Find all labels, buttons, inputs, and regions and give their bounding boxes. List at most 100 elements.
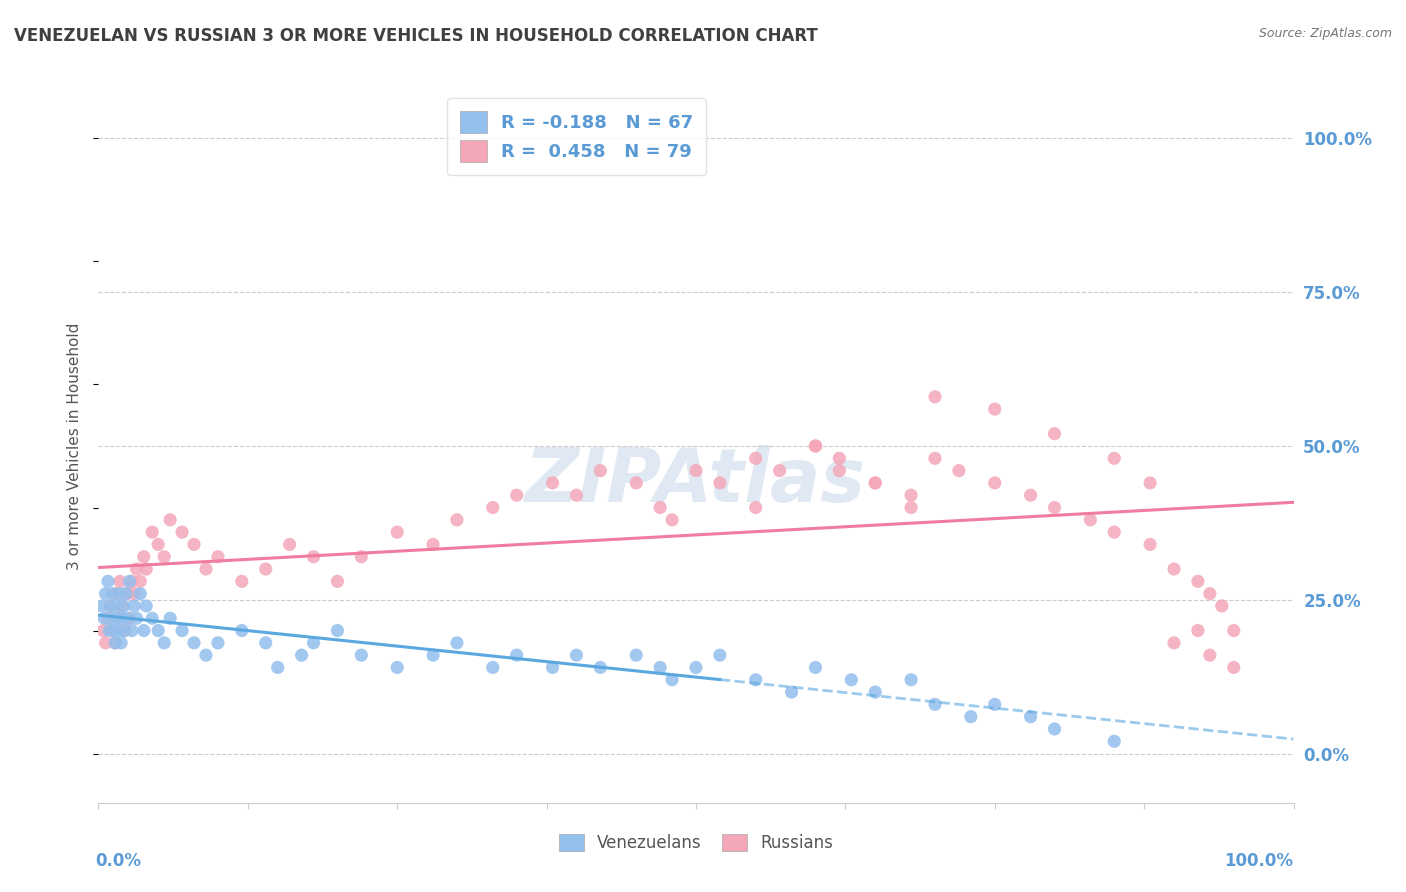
Point [135, 562, 157, 576]
Point [172, 525, 194, 540]
Point [117, 611, 139, 625]
Point [422, 537, 444, 551]
Point [422, 648, 444, 662]
Point [114, 624, 136, 638]
Point [804, 439, 827, 453]
Point [108, 587, 131, 601]
Point [589, 464, 612, 478]
Point [769, 464, 792, 478]
Point [865, 685, 887, 699]
Point [195, 562, 218, 576]
Point [506, 648, 529, 662]
Point [148, 537, 170, 551]
Point [865, 475, 887, 490]
Point [207, 549, 229, 564]
Point [125, 562, 148, 576]
Point [302, 549, 325, 564]
Point [685, 464, 707, 478]
Point [121, 624, 143, 638]
Point [183, 537, 205, 551]
Point [100, 611, 122, 625]
Point [98, 624, 121, 638]
Point [141, 525, 163, 540]
Point [1187, 574, 1209, 589]
Point [107, 624, 129, 638]
Point [159, 513, 181, 527]
Point [900, 488, 922, 502]
Point [900, 500, 922, 515]
Point [129, 574, 152, 589]
Point [804, 439, 827, 453]
Text: ZIPAtlas: ZIPAtlas [526, 445, 866, 518]
Point [94, 587, 117, 601]
Point [115, 587, 138, 601]
Point [114, 624, 136, 638]
Point [110, 636, 132, 650]
Point [984, 402, 1007, 417]
Point [132, 549, 155, 564]
Text: Source: ZipAtlas.com: Source: ZipAtlas.com [1258, 27, 1392, 40]
Point [267, 660, 290, 674]
Point [326, 574, 349, 589]
Point [924, 698, 946, 712]
Point [924, 451, 946, 466]
Point [115, 587, 138, 601]
Point [104, 636, 127, 650]
Point [1104, 525, 1126, 540]
Point [1019, 709, 1042, 723]
Point [107, 611, 129, 625]
Text: VENEZUELAN VS RUSSIAN 3 OR MORE VEHICLES IN HOUSEHOLD CORRELATION CHART: VENEZUELAN VS RUSSIAN 3 OR MORE VEHICLES… [14, 27, 818, 45]
Point [153, 636, 176, 650]
Point [841, 673, 863, 687]
Point [385, 660, 409, 674]
Point [93, 611, 115, 625]
Point [984, 698, 1007, 712]
Point [124, 599, 146, 613]
Y-axis label: 3 or more Vehicles in Household: 3 or more Vehicles in Household [67, 322, 83, 570]
Point [105, 599, 128, 613]
Point [745, 673, 768, 687]
Point [1163, 562, 1185, 576]
Point [1139, 537, 1161, 551]
Point [709, 475, 731, 490]
Point [98, 599, 122, 613]
Point [231, 574, 253, 589]
Point [446, 636, 468, 650]
Point [231, 624, 253, 638]
Point [98, 599, 122, 613]
Point [135, 599, 157, 613]
Point [650, 660, 672, 674]
Point [804, 660, 827, 674]
Point [118, 611, 141, 625]
Point [97, 611, 120, 625]
Point [709, 648, 731, 662]
Point [195, 648, 218, 662]
Point [1211, 599, 1233, 613]
Point [1043, 426, 1066, 441]
Point [101, 587, 124, 601]
Point [148, 624, 170, 638]
Point [745, 500, 768, 515]
Point [541, 660, 564, 674]
Point [125, 611, 148, 625]
Point [350, 648, 373, 662]
Point [482, 500, 505, 515]
Point [254, 562, 277, 576]
Point [1019, 488, 1042, 502]
Point [1043, 722, 1066, 736]
Point [626, 475, 648, 490]
Point [984, 475, 1007, 490]
Point [661, 513, 683, 527]
Point [153, 549, 176, 564]
Point [1139, 475, 1161, 490]
Point [1104, 734, 1126, 748]
Point [112, 599, 135, 613]
Point [506, 488, 529, 502]
Point [865, 475, 887, 490]
Point [828, 464, 851, 478]
Point [1104, 451, 1126, 466]
Point [1163, 636, 1185, 650]
Point [108, 574, 131, 589]
Point [541, 475, 564, 490]
Point [302, 636, 325, 650]
